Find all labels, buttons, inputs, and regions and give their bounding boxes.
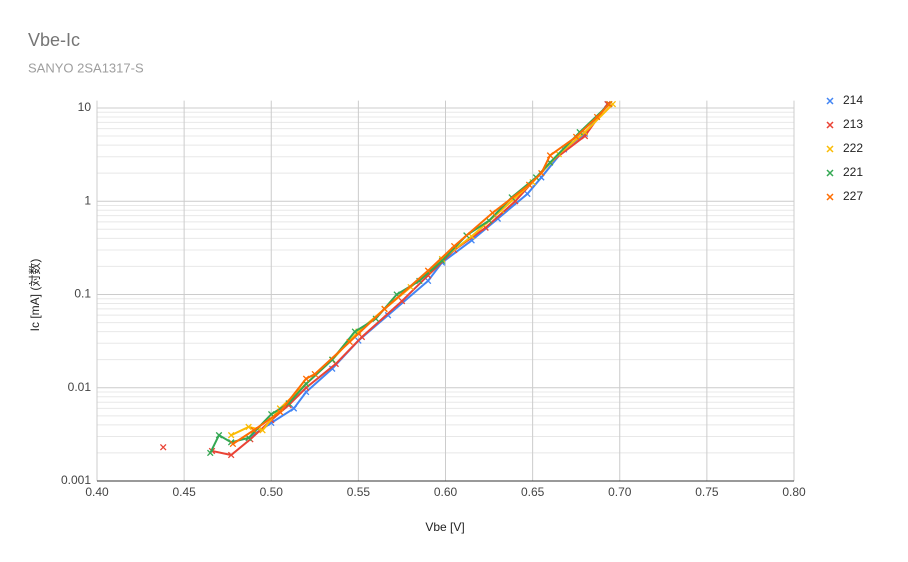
- x-tick-label: 0.40: [85, 485, 109, 499]
- point-marker: [546, 152, 554, 159]
- point-marker: [276, 408, 284, 416]
- point-marker: [489, 209, 496, 217]
- chart-subtitle: SANYO 2SA1317-S: [28, 60, 144, 75]
- point-marker: [424, 267, 432, 274]
- legend-marker: [826, 97, 834, 105]
- point-marker: [524, 190, 531, 198]
- point-marker: [285, 400, 292, 407]
- legend-label: 227: [843, 189, 863, 203]
- x-tick-label: 0.50: [260, 485, 284, 499]
- point-marker: [311, 370, 319, 378]
- point-marker: [468, 233, 475, 240]
- x-tick-label: 0.60: [434, 485, 458, 499]
- legend-label: 214: [843, 93, 863, 107]
- point-marker: [593, 113, 601, 121]
- point-marker: [424, 277, 432, 285]
- point-marker: [538, 169, 545, 177]
- point-marker: [259, 427, 266, 434]
- x-tick-label: 0.65: [521, 485, 545, 499]
- point-marker: [250, 427, 258, 434]
- point-marker: [328, 365, 336, 372]
- point-marker: [606, 100, 613, 108]
- x-tick-label: 0.70: [608, 485, 632, 499]
- y-tick-label: 0.1: [74, 287, 91, 301]
- legend-marker: [826, 193, 834, 201]
- chart-title: Vbe-Ic: [28, 30, 80, 50]
- legend-label: 221: [843, 165, 863, 179]
- point-marker: [604, 100, 611, 108]
- point-marker: [398, 297, 406, 305]
- y-tick-label: 10: [78, 100, 92, 114]
- point-marker: [572, 133, 580, 141]
- point-marker: [227, 431, 235, 439]
- point-marker: [227, 451, 235, 459]
- legend-marker: [826, 169, 834, 177]
- point-marker: [351, 328, 359, 335]
- point-marker: [372, 315, 380, 322]
- y-tick-label: 1: [84, 193, 91, 207]
- legend-marker: [826, 145, 834, 153]
- series-line: [232, 103, 611, 445]
- y-tick-label: 0.01: [68, 380, 92, 394]
- point-marker: [450, 242, 458, 250]
- point-marker: [384, 311, 392, 319]
- point-marker: [245, 423, 252, 431]
- point-marker: [381, 305, 388, 313]
- point-marker: [207, 449, 214, 457]
- point-marker: [215, 431, 223, 439]
- y-axis-label: Ic [mA] (対数): [27, 259, 42, 332]
- point-marker: [302, 375, 310, 382]
- point-marker: [494, 215, 502, 222]
- point-marker: [290, 405, 298, 412]
- x-tick-label: 0.80: [782, 485, 806, 499]
- point-marker: [328, 356, 336, 363]
- legend-marker: [826, 121, 834, 129]
- point-marker: [229, 440, 237, 448]
- x-axis-label: Vbe [V]: [425, 520, 464, 534]
- x-tick-label: 0.75: [695, 485, 719, 499]
- point-marker: [346, 338, 353, 346]
- point-marker: [525, 181, 533, 189]
- legend-label: 213: [843, 117, 863, 131]
- x-tick-label: 0.55: [347, 485, 371, 499]
- y-tick-label: 0.001: [61, 473, 91, 487]
- point-marker: [358, 333, 366, 341]
- x-tick-label: 0.45: [172, 485, 196, 499]
- point-marker: [159, 444, 167, 451]
- series-line: [248, 103, 609, 439]
- legend-label: 222: [843, 141, 863, 155]
